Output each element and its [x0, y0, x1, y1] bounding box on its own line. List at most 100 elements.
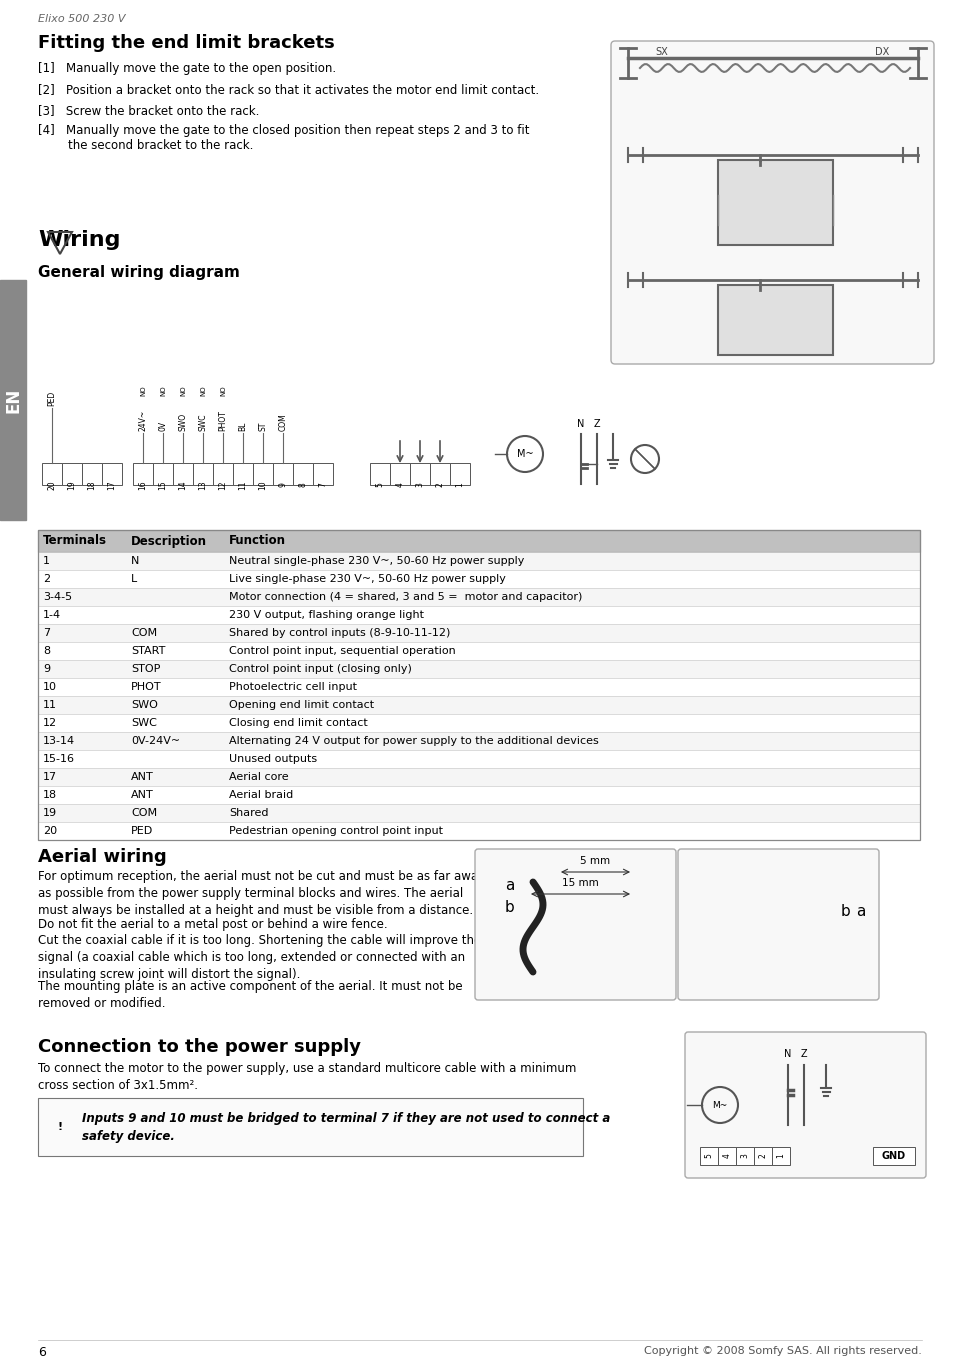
Text: 18: 18: [87, 481, 97, 490]
Text: ST: ST: [258, 422, 268, 431]
Bar: [38, 552, 920, 570]
Text: Cut the coaxial cable if it is too long. Shortening the cable will improve the
s: Cut the coaxial cable if it is too long.…: [38, 934, 481, 982]
Bar: [754, 1147, 772, 1165]
Text: For optimum reception, the aerial must not be cut and must be as far away
as pos: For optimum reception, the aerial must n…: [38, 871, 485, 917]
Text: Control point input (closing only): Control point input (closing only): [229, 664, 412, 674]
Text: Neutral single-phase 230 V~, 50-60 Hz power supply: Neutral single-phase 230 V~, 50-60 Hz po…: [229, 556, 524, 565]
Text: 1: 1: [455, 483, 465, 487]
Text: [4]   Manually move the gate to the closed position then repeat steps 2 and 3 to: [4] Manually move the gate to the closed…: [38, 125, 530, 152]
Text: N: N: [577, 419, 585, 428]
Text: COM: COM: [278, 413, 287, 431]
Text: Aerial braid: Aerial braid: [229, 790, 293, 799]
Text: 0V-24V~: 0V-24V~: [131, 737, 180, 746]
Text: SWC: SWC: [199, 413, 207, 431]
Bar: [736, 1147, 754, 1165]
Bar: [38, 695, 920, 715]
Text: 4: 4: [723, 1154, 732, 1158]
Text: SWO: SWO: [179, 413, 187, 431]
Bar: [133, 463, 153, 485]
Bar: [313, 463, 333, 485]
Bar: [38, 1098, 583, 1155]
Text: Unused outputs: Unused outputs: [229, 754, 317, 764]
Bar: [253, 463, 273, 485]
Text: PED: PED: [131, 826, 154, 836]
Text: To connect the motor to the power supply, use a standard multicore cable with a : To connect the motor to the power supply…: [38, 1062, 576, 1092]
Bar: [38, 570, 920, 589]
Text: 3: 3: [740, 1154, 750, 1158]
FancyBboxPatch shape: [678, 849, 879, 999]
Text: 9: 9: [278, 482, 287, 487]
Text: 2: 2: [758, 1154, 767, 1158]
Text: Motor connection (4 = shared, 3 and 5 =  motor and capacitor): Motor connection (4 = shared, 3 and 5 = …: [229, 591, 583, 602]
Text: 8: 8: [43, 646, 50, 656]
Bar: [38, 732, 920, 750]
Text: 5: 5: [375, 482, 385, 487]
Bar: [390, 463, 410, 485]
Text: [3]   Screw the bracket onto the rack.: [3] Screw the bracket onto the rack.: [38, 104, 259, 116]
Text: 19: 19: [67, 481, 77, 490]
Text: NO: NO: [180, 386, 186, 396]
Bar: [82, 463, 102, 485]
Text: 14: 14: [179, 481, 187, 490]
Text: Function: Function: [229, 534, 286, 548]
Text: ANT: ANT: [131, 772, 154, 782]
Text: Opening end limit contact: Opening end limit contact: [229, 700, 374, 711]
Bar: [38, 678, 920, 695]
Bar: [772, 1147, 790, 1165]
FancyBboxPatch shape: [611, 41, 934, 364]
Text: Photoelectric cell input: Photoelectric cell input: [229, 682, 357, 691]
Bar: [293, 463, 313, 485]
Text: 19: 19: [43, 808, 58, 819]
Text: PHOT: PHOT: [131, 682, 161, 691]
FancyBboxPatch shape: [685, 1032, 926, 1177]
Text: COM: COM: [131, 628, 157, 638]
Text: Pedestrian opening control point input: Pedestrian opening control point input: [229, 826, 443, 836]
Text: 20: 20: [43, 826, 58, 836]
Bar: [38, 804, 920, 821]
Text: b: b: [505, 899, 515, 914]
Text: NO: NO: [140, 386, 146, 396]
FancyBboxPatch shape: [475, 849, 676, 999]
Bar: [42, 463, 62, 485]
Text: Connection to the power supply: Connection to the power supply: [38, 1038, 361, 1055]
Bar: [873, 1147, 915, 1165]
Text: Aerial wiring: Aerial wiring: [38, 847, 167, 867]
Text: M~: M~: [516, 449, 534, 459]
Text: 16: 16: [138, 481, 148, 490]
Text: a: a: [505, 879, 515, 894]
Text: N: N: [131, 556, 139, 565]
Text: 2: 2: [43, 574, 50, 585]
Text: 1: 1: [43, 556, 50, 565]
Text: NO: NO: [200, 386, 206, 396]
Bar: [193, 463, 213, 485]
Text: EN: EN: [4, 387, 22, 412]
Text: The mounting plate is an active component of the aerial. It must not be
removed : The mounting plate is an active componen…: [38, 980, 463, 1010]
Text: Shared by control inputs (8-9-10-11-12): Shared by control inputs (8-9-10-11-12): [229, 628, 450, 638]
Bar: [430, 463, 450, 485]
Text: SWC: SWC: [131, 717, 156, 728]
Text: 2: 2: [436, 483, 444, 487]
Text: 5 mm: 5 mm: [581, 856, 611, 867]
Text: 17: 17: [43, 772, 58, 782]
Text: Live single-phase 230 V~, 50-60 Hz power supply: Live single-phase 230 V~, 50-60 Hz power…: [229, 574, 506, 585]
Text: 11: 11: [43, 700, 57, 711]
Text: Wiring: Wiring: [38, 230, 121, 251]
Text: 10: 10: [258, 481, 268, 490]
Bar: [718, 1147, 736, 1165]
Bar: [38, 786, 920, 804]
Bar: [38, 606, 920, 624]
Text: 10: 10: [43, 682, 57, 691]
Text: BL: BL: [238, 422, 248, 431]
Text: General wiring diagram: General wiring diagram: [38, 266, 240, 281]
Text: ANT: ANT: [131, 790, 154, 799]
Bar: [173, 463, 193, 485]
Bar: [38, 642, 920, 660]
Bar: [213, 463, 233, 485]
Bar: [102, 463, 122, 485]
Bar: [62, 463, 82, 485]
Bar: [410, 463, 430, 485]
Text: PHOT: PHOT: [219, 411, 228, 431]
Text: 15 mm: 15 mm: [563, 878, 599, 888]
Bar: [718, 285, 833, 355]
Bar: [718, 160, 833, 245]
